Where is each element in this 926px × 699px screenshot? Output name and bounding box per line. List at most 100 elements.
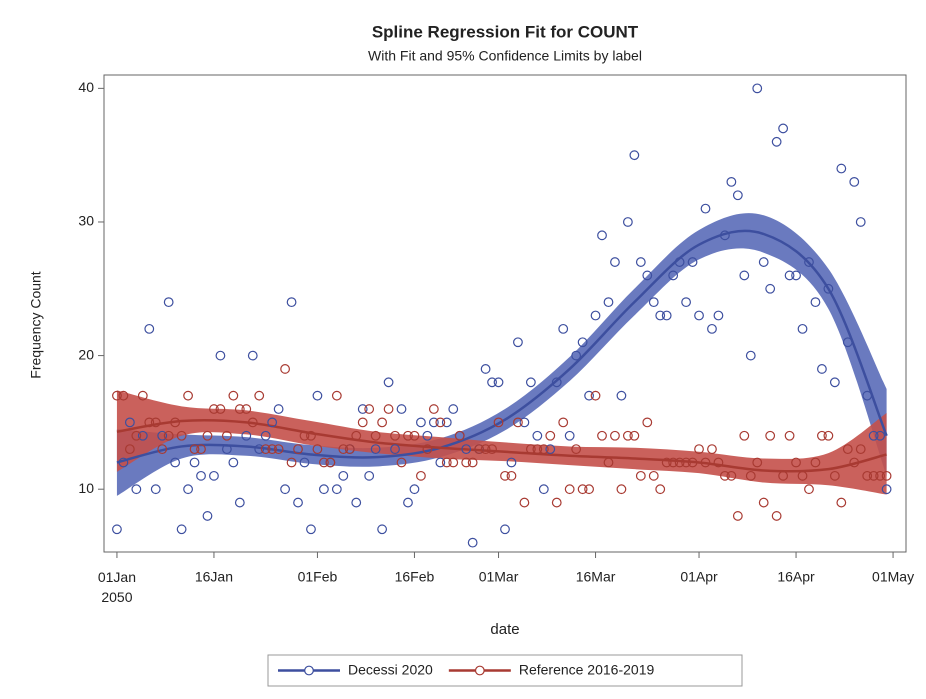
data-point [370,430,381,441]
data-point [616,484,627,495]
data-point [357,417,368,428]
data-point [163,297,174,308]
data-point [771,136,782,147]
data-point [183,484,193,495]
y-tick-label: 20 [78,346,94,362]
data-point [590,390,601,401]
data-point [176,430,187,441]
data-point [260,444,271,455]
data-point [480,444,491,455]
data-point [299,430,310,441]
data-point [189,457,200,468]
data-point [364,470,375,481]
data-point [532,444,543,455]
y-tick-label: 40 [78,79,94,95]
data-point [817,430,827,441]
data-point [124,417,135,428]
data-point [778,470,789,481]
data-point [668,457,679,468]
data-point [390,430,400,441]
data-point [267,444,278,455]
data-point [461,444,472,455]
data-point [842,444,853,455]
data-point [875,430,886,441]
data-point [454,430,465,441]
data-point [351,497,362,508]
data-point [694,444,704,455]
data-point [635,470,646,481]
data-point [681,457,691,468]
data-point [383,404,394,414]
data-point [720,470,730,481]
data-point [364,404,375,414]
data-point [461,457,472,468]
data-point [506,457,517,468]
data-point [519,497,530,508]
data-point [597,430,607,441]
data-point [428,417,439,428]
data-point [525,377,536,388]
data-point [286,457,297,468]
data-point [176,524,187,535]
data-point [836,163,847,174]
data-point [642,417,653,428]
data-point [260,430,271,441]
x-tick-label: 16Mar [576,569,616,585]
data-point [312,444,323,455]
data-point [707,444,717,455]
data-point [590,310,601,321]
x-axis-label: date [490,621,519,638]
data-point [571,444,582,455]
data-point [234,497,245,508]
x-tick-label: 01Mar [479,569,519,585]
data-point [726,470,737,481]
data-point [403,430,413,441]
data-point [823,283,834,294]
data-point [849,457,860,468]
data-point [804,484,814,495]
data-point [829,377,840,388]
data-point [655,310,666,321]
data-point [422,430,433,441]
data-point [493,377,504,388]
data-point [409,484,420,495]
data-point [241,430,252,441]
data-point [862,390,873,401]
data-point [357,404,368,414]
legend-marker [304,665,314,676]
data-point [603,457,614,468]
data-point [441,457,452,468]
data-point [558,417,569,428]
data-point [538,444,549,455]
data-point [713,310,724,321]
y-tick-label: 10 [78,480,94,496]
chart-subtitle: With Fit and 95% Confidence Limits by la… [368,48,642,64]
y-axis-label: Frequency Count [28,271,44,379]
data-point [584,484,594,495]
legend-marker [474,665,485,676]
data-point [377,417,388,428]
legend-label: Decessi 2020 [348,662,433,678]
data-point [881,484,892,495]
data-point [500,524,510,535]
data-point [286,297,297,308]
data-point [732,190,743,201]
data-point [124,444,135,455]
data-point [758,257,769,267]
data-point [810,297,821,308]
data-point [868,430,879,441]
data-point [150,484,161,495]
data-point [571,350,582,361]
data-point [713,457,724,468]
data-point [842,337,853,348]
data-point [765,283,776,294]
data-point [299,457,310,468]
data-point [804,257,814,267]
data-point [668,270,679,281]
y-tick-label: 30 [78,213,94,229]
data-point [202,511,213,521]
data-point [506,470,517,481]
data-point [409,430,420,441]
data-point [228,457,239,468]
data-point [778,123,789,134]
